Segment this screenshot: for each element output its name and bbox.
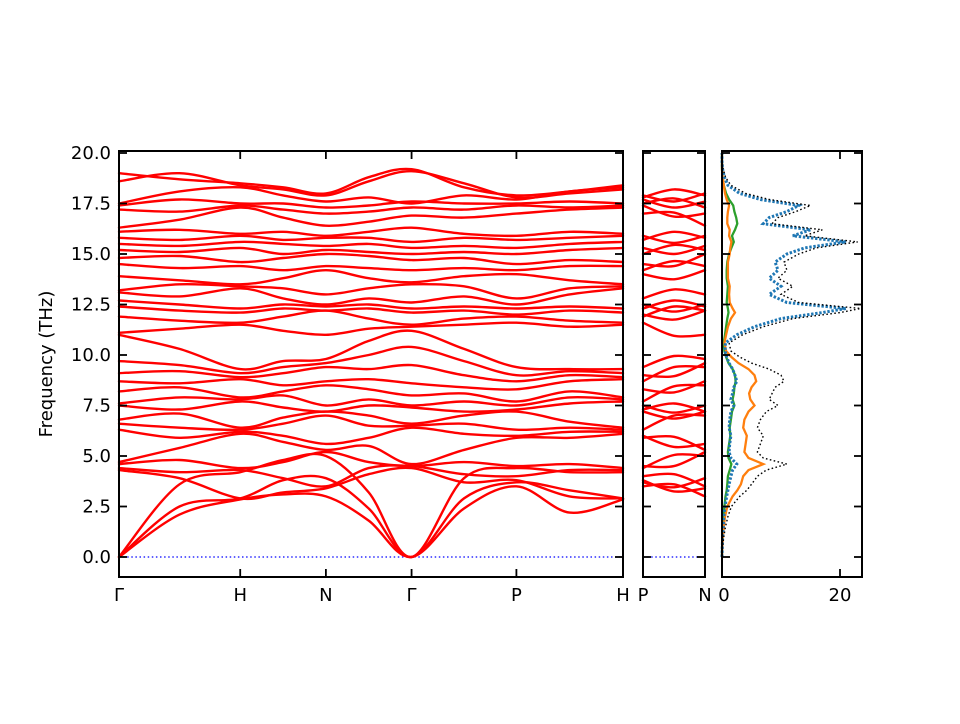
band-panel-frame (118, 150, 624, 578)
kpoint-label: Γ (114, 585, 124, 606)
phonon-band-path-pn (641, 472, 707, 488)
phonon-band-path (117, 198, 625, 209)
phonon-band-path-pn (641, 434, 707, 449)
phonon-band-path-pn (641, 321, 707, 338)
phonon-band-path (117, 410, 625, 429)
phonon-band-path-pn (641, 479, 707, 493)
phonon-band-path (117, 414, 625, 432)
phonon-band-path (117, 377, 625, 391)
y-tick-label: 0.0 (82, 547, 111, 568)
dos-x-tick-label: 0 (718, 585, 729, 606)
phonon-band-path (117, 299, 625, 310)
phonon-band-path (117, 262, 625, 272)
phonon-band-path-pn (641, 380, 707, 394)
phonon-band-path (117, 363, 625, 383)
phonon-band-path-pn (641, 303, 707, 313)
kpoint-label: P (511, 585, 522, 606)
phonon-band-path (117, 268, 625, 286)
phonon-band-path-pn (641, 410, 707, 420)
phonon-band-path (117, 206, 625, 229)
y-tick-label: 10.0 (71, 345, 111, 366)
y-tick-label: 7.5 (82, 396, 111, 417)
phonon-band-path (117, 345, 625, 377)
phonon-band-path (117, 246, 625, 256)
kpoint-label: H (233, 585, 247, 606)
y-axis-label: Frequency (THz) (36, 291, 57, 438)
kpoint-label-pn: N (698, 585, 711, 606)
phonon-band-path (117, 432, 625, 466)
phonon-band-path-pn (641, 305, 707, 318)
phonon-band-path (117, 252, 625, 266)
phonon-band-path (117, 309, 625, 326)
dos-curve-element-1-blue (720, 153, 847, 558)
phonon-band-path (117, 384, 625, 403)
phonon-band-path (117, 452, 625, 559)
y-tick-label: 5.0 (82, 446, 111, 467)
y-tick-label: 20.0 (71, 143, 111, 164)
phonon-band-path-pn (641, 244, 707, 256)
phonon-band-path-pn (641, 413, 707, 431)
phonon-band-path-pn (641, 288, 707, 300)
phonon-band-path-pn (641, 354, 707, 369)
phonon-band-path-pn (641, 482, 707, 498)
phonon-band-path (117, 321, 625, 337)
phonon-band-path-pn (641, 361, 707, 379)
dos-curve-total (721, 153, 861, 558)
phonon-band-path-pn (641, 234, 707, 245)
kpoint-label: Γ (407, 585, 417, 606)
phonon-band-path (117, 329, 625, 371)
phonon-band-path-pn (641, 252, 707, 268)
kpoint-label: H (616, 585, 630, 606)
pn-panel-frame (642, 150, 706, 578)
phonon-band-path (117, 450, 625, 470)
phonon-band-path-pn (641, 269, 707, 281)
curves-layer (117, 153, 861, 559)
phonon-band-path (117, 282, 625, 300)
y-tick-label: 2.5 (82, 497, 111, 518)
phonon-band-path-pn (641, 404, 707, 414)
kpoint-label: N (319, 585, 332, 606)
phonon-band-path-pn (641, 434, 707, 452)
phonon-band-path (117, 204, 625, 215)
phonon-band-path (117, 287, 625, 306)
phonon-band-path-pn (641, 210, 707, 227)
phonon-band-path-pn (641, 188, 707, 199)
phonon-band-path (117, 485, 625, 559)
kpoint-label-pn: P (638, 585, 649, 606)
dos-curve-element-3-green (720, 153, 739, 558)
phonon-band-path (117, 167, 625, 197)
phonon-band-path (117, 426, 625, 446)
phonon-band-path (117, 305, 625, 316)
y-tick-label: 17.5 (71, 194, 111, 215)
y-tick-label: 15.0 (71, 244, 111, 265)
phonon-band-path (117, 240, 625, 250)
phonon-band-path-pn (641, 192, 707, 203)
phonon-band-path (117, 464, 625, 488)
phonon-band-path (117, 400, 625, 413)
dos-x-tick-label: 20 (829, 585, 852, 606)
phonon-band-path (117, 226, 625, 238)
axes-frames-layer (118, 150, 863, 578)
dos-curve-element-2-orange (720, 153, 767, 558)
phonon-band-path-pn (641, 259, 707, 272)
y-tick-label: 12.5 (71, 295, 111, 316)
phonon-band-path (117, 466, 625, 501)
phonon-band-path-pn (641, 309, 707, 321)
phonon-band-path (117, 394, 625, 407)
axis-labels-layer: 0.02.55.07.510.012.515.017.520.0Γ H N Γ P H P N… (71, 143, 852, 606)
phonon-band-path-pn (641, 204, 707, 219)
dos-panel-frame (721, 150, 863, 578)
phonon-band-path (117, 234, 625, 244)
